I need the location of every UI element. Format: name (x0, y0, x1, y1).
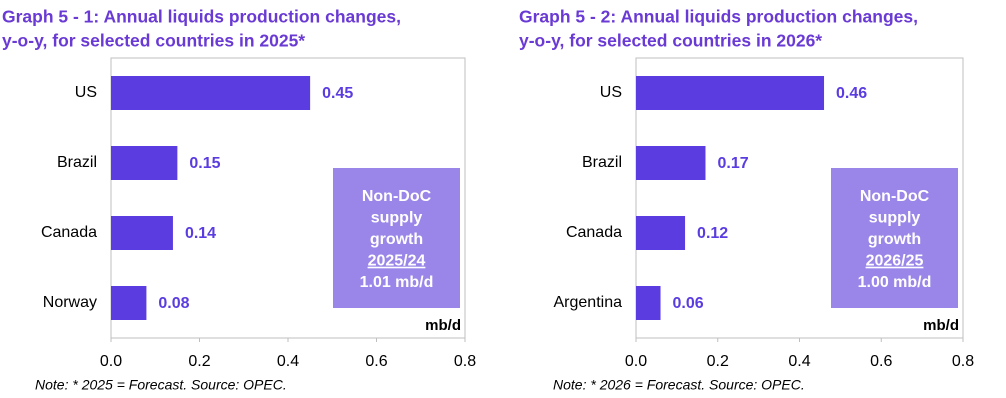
annotation-box (333, 168, 460, 308)
x-tick-label: 0.6 (365, 353, 387, 370)
bar (636, 76, 825, 110)
annotation-text: 1.01 mb/d (360, 274, 434, 291)
note: Note: * 2026 = Forecast. Source: OPEC. (553, 377, 805, 393)
annotation-text: supply (869, 210, 921, 227)
y-tick-label: Brazil (57, 154, 97, 171)
value-label: 0.46 (836, 85, 867, 102)
y-tick-label: Canada (41, 224, 97, 241)
annotation-text: growth (868, 231, 921, 248)
y-tick-label: Brazil (582, 154, 622, 171)
annotation-text: 1.00 mb/d (858, 274, 932, 291)
chart-title: y-o-y, for selected countries in 2025* (2, 31, 305, 51)
y-tick-label: US (75, 84, 97, 101)
chart-title: Graph 5 - 1: Annual liquids production c… (2, 7, 401, 27)
annotation-box (831, 168, 958, 308)
annotation-text: 2025/24 (368, 253, 426, 270)
note: Note: * 2025 = Forecast. Source: OPEC. (35, 377, 287, 393)
value-label: 0.45 (322, 85, 353, 102)
chart-title: Graph 5 - 2: Annual liquids production c… (519, 7, 918, 27)
bar (636, 286, 661, 320)
annotation-text: 2026/25 (866, 253, 924, 270)
x-tick-label: 0.4 (277, 353, 299, 370)
unit-label: mb/d (923, 317, 959, 334)
bar (636, 146, 706, 180)
annotation-text: Non-DoC (362, 188, 432, 205)
annotation-text: growth (370, 231, 423, 248)
y-tick-label: Argentina (554, 294, 623, 311)
value-label: 0.12 (697, 225, 728, 242)
x-tick-label: 0.6 (870, 353, 892, 370)
x-tick-label: 0.8 (952, 353, 974, 370)
value-label: 0.08 (158, 295, 189, 312)
annotation-text: Non-DoC (860, 188, 930, 205)
bar (111, 146, 178, 180)
x-tick-label: 0.4 (788, 353, 810, 370)
x-tick-label: 0.0 (100, 353, 122, 370)
unit-label: mb/d (425, 317, 461, 334)
chart-title: y-o-y, for selected countries in 2026* (519, 31, 822, 51)
value-label: 0.14 (185, 225, 216, 242)
value-label: 0.15 (189, 155, 220, 172)
annotation-text: supply (371, 210, 423, 227)
y-tick-label: US (600, 84, 622, 101)
value-label: 0.17 (717, 155, 748, 172)
x-tick-label: 0.8 (454, 353, 476, 370)
x-tick-label: 0.2 (707, 353, 729, 370)
bar (636, 216, 686, 250)
x-tick-label: 0.2 (188, 353, 210, 370)
y-tick-label: Norway (43, 294, 97, 311)
value-label: 0.06 (673, 295, 704, 312)
x-tick-label: 0.0 (625, 353, 647, 370)
bar (111, 216, 173, 250)
bar (111, 286, 147, 320)
bar (111, 76, 311, 110)
y-tick-label: Canada (566, 224, 622, 241)
